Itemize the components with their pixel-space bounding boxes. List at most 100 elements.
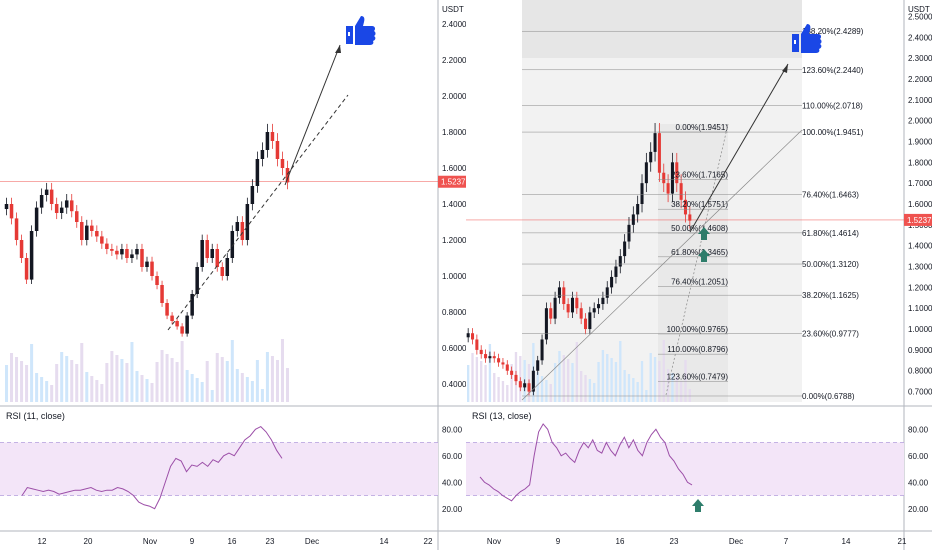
y-tick-label: 1.0000 — [442, 272, 466, 281]
candle-body — [544, 308, 548, 340]
trend-diagonal-1 — [521, 129, 803, 401]
volume-bar — [571, 363, 574, 402]
y-tick-label: 0.7000 — [908, 388, 932, 397]
volume-bar — [566, 359, 570, 402]
candle-body — [125, 249, 129, 258]
left-chart-svg[interactable]: 2.4000 2.2000 2.0000 1.8000 1.6000 1.4000 1.20… — [0, 0, 466, 550]
candle-body — [514, 374, 518, 382]
y-tick-label: 1.1000 — [908, 304, 932, 313]
y-tick-label: 2.3000 — [908, 54, 932, 63]
candle-body — [110, 249, 114, 251]
candle-body — [501, 362, 505, 365]
rsi-line — [479, 423, 693, 502]
thumbs-up-icon — [346, 16, 376, 45]
last-price-badge — [438, 175, 466, 188]
candle-body — [135, 249, 139, 255]
volume-bar — [95, 380, 99, 402]
volume-bar — [619, 341, 622, 402]
volume-bar — [60, 352, 64, 402]
candle-body — [497, 358, 501, 363]
left-chart-panel[interactable]: 2.4000 2.2000 2.0000 1.8000 1.6000 1.4000 1.20… — [0, 0, 466, 550]
candle-body — [653, 133, 657, 152]
volume-bar — [55, 364, 59, 402]
y-tick-label: 1.4000 — [908, 242, 932, 251]
volume-bar — [510, 364, 513, 402]
candle-body — [531, 370, 535, 392]
y-tick-label: 1.2000 — [442, 236, 466, 245]
y-tick-label: 1.7000 — [908, 179, 932, 188]
y-tick-label: 1.4000 — [442, 200, 466, 209]
volume-bar — [110, 351, 114, 402]
rsi-line — [21, 425, 283, 510]
volume-bar — [180, 341, 184, 402]
candle-body — [285, 168, 290, 183]
fib-right-label: 110.00%(2.0718) — [802, 102, 863, 111]
y-tick-label: 2.0000 — [908, 117, 932, 126]
candle-body — [54, 204, 59, 213]
candle-body — [570, 297, 575, 313]
volume-bar — [649, 353, 652, 402]
candle-body — [240, 222, 245, 240]
volume-bar — [225, 361, 229, 402]
y-tick-label: 1.8000 — [442, 128, 466, 137]
x-tick-label: 9 — [190, 537, 195, 546]
rsi-tick-label: 80.00 — [908, 425, 929, 434]
volume-bar — [15, 357, 19, 402]
candle-body — [44, 189, 49, 195]
candle-body — [618, 256, 622, 267]
y-tick-label: 2.0000 — [442, 92, 466, 101]
volume-bar — [640, 361, 644, 402]
candle-body — [90, 225, 94, 231]
volume-bar — [484, 365, 487, 402]
projection-arrow-line — [689, 63, 789, 233]
y-tick-label: 1.9000 — [908, 137, 932, 146]
volume-bar — [50, 385, 54, 402]
rsi-tick-label: 80.00 — [442, 425, 463, 434]
fib-zone-inner — [658, 124, 728, 402]
volume-bar — [671, 373, 674, 402]
candle-body — [627, 224, 631, 242]
candle-body — [688, 214, 692, 221]
right-chart-svg[interactable]: 2.5000 2.4000 2.3000 2.2000 2.1000 2.0000 1.90… — [466, 0, 932, 550]
volume-bar — [125, 363, 129, 402]
thumbs-up-icon — [792, 24, 822, 53]
volume-bar — [684, 360, 687, 402]
candle-body — [575, 297, 579, 309]
candle-body — [479, 349, 483, 355]
candle-body — [225, 258, 230, 276]
candle-body — [80, 222, 84, 240]
candle-body — [583, 318, 588, 330]
y-tick-label: 1.3000 — [908, 263, 932, 272]
volume-bar — [200, 382, 204, 402]
fib-right-label: 38.20%(1.1625) — [802, 291, 859, 300]
candle-body — [662, 172, 666, 184]
volume-bar — [150, 383, 154, 402]
currency-label: USDT — [442, 5, 464, 14]
candle-body — [175, 321, 179, 327]
x-tick-label: 14 — [842, 537, 851, 546]
y-tick-label: 1.8000 — [908, 158, 932, 167]
x-tick-label: 12 — [38, 537, 47, 546]
volume-bar — [285, 368, 289, 402]
up-arrow-icon — [698, 249, 710, 262]
volume-bar — [601, 350, 605, 402]
x-tick-label: Dec — [729, 537, 743, 546]
x-tick-label: 14 — [380, 537, 389, 546]
volume-bar — [160, 350, 164, 402]
y-tick-label: 2.5000 — [908, 12, 932, 21]
fib-right-label: 0.00%(0.6788) — [802, 392, 855, 401]
volume-bar — [636, 382, 639, 402]
candle-body — [85, 225, 89, 240]
last-price-badge — [904, 213, 932, 226]
volume-bar — [627, 374, 631, 402]
volume-bar — [20, 361, 24, 402]
candle-body — [170, 315, 174, 321]
y-tick-label: 0.4000 — [442, 380, 466, 389]
volume-bar — [549, 384, 552, 402]
y-tick-label: 0.6000 — [442, 344, 466, 353]
thumbs-up-icon-highlight — [794, 40, 796, 44]
candle-body — [484, 354, 488, 359]
x-tick-label: Dec — [305, 537, 319, 546]
volume-bar — [475, 357, 479, 402]
right-chart-panel[interactable]: 2.5000 2.4000 2.3000 2.2000 2.1000 2.0000 1.90… — [466, 0, 932, 550]
